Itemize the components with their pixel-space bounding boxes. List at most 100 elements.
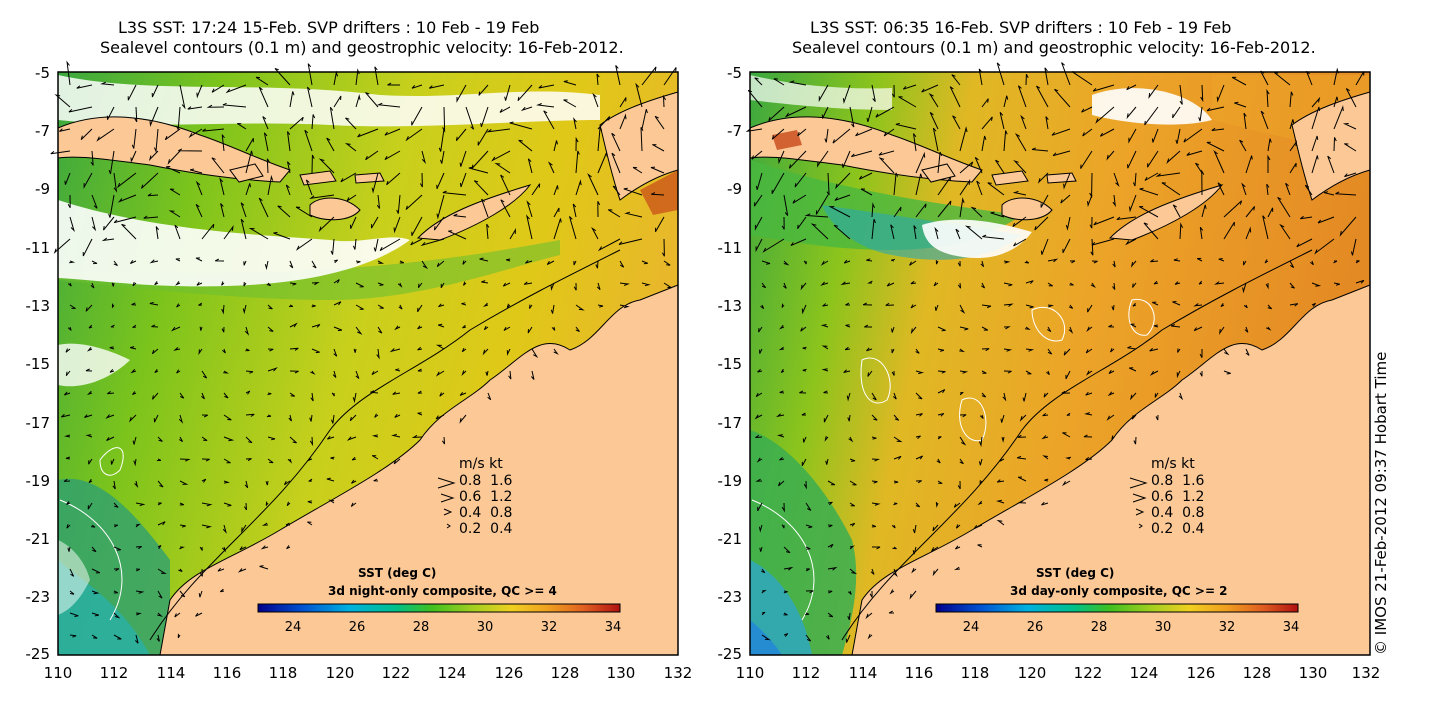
velocity-vector (289, 436, 297, 444)
velocity-vector (865, 612, 873, 620)
velocity-vector (156, 634, 160, 642)
velocity-vector (153, 128, 159, 154)
velocity-vector (1199, 226, 1204, 240)
velocity-vector (1063, 348, 1071, 356)
velocity-vector (878, 157, 895, 174)
velocity-vector (131, 128, 137, 149)
velocity-vector (330, 456, 335, 460)
panel-title-line1: L3S SST: 06:35 16-Feb. SVP drifters : 10… (810, 18, 1232, 37)
velocity-vector (1047, 326, 1052, 333)
velocity-vector (932, 524, 939, 532)
velocity-vector (1017, 500, 1027, 504)
velocity-vector (1012, 216, 1027, 228)
velocity-vector (199, 568, 203, 577)
velocity-vector (815, 194, 829, 215)
velocity-vector (755, 172, 763, 190)
velocity-vector (915, 370, 925, 375)
velocity-vector (805, 546, 811, 550)
velocity-vector (1217, 182, 1225, 196)
velocity-vector (69, 634, 77, 638)
velocity-vector (221, 304, 225, 315)
velocity-vector (1193, 303, 1203, 307)
velocity-legend-header: m/s kt (459, 456, 503, 472)
velocity-vector (1175, 128, 1181, 144)
velocity-vector (1036, 85, 1049, 108)
velocity-vector (195, 204, 203, 218)
velocity-vector (820, 324, 829, 328)
velocity-vector (127, 84, 137, 101)
velocity-vector (318, 158, 335, 174)
velocity-vector (438, 303, 445, 308)
velocity-vector (1311, 282, 1322, 287)
velocity-vector (805, 590, 814, 594)
velocity-vector (1112, 194, 1116, 208)
velocity-vector (1069, 260, 1076, 264)
velocity-vector (996, 479, 1005, 483)
velocity-vector (1179, 222, 1184, 240)
velocity-vector (761, 611, 766, 616)
panel-title-line2: Sealevel contours (0.1 m) and geostrophi… (100, 38, 624, 57)
velocity-vector (915, 392, 923, 400)
velocity-vector (550, 304, 555, 314)
velocity-vector (1087, 304, 1093, 313)
velocity-vector (135, 546, 142, 550)
velocity-vector (869, 590, 873, 598)
velocity-vector (1108, 369, 1115, 374)
velocity-vector (76, 84, 93, 89)
velocity-vector (371, 370, 379, 376)
velocity-vector (289, 322, 298, 328)
velocity-vector (113, 172, 118, 193)
velocity-vector (823, 390, 829, 394)
velocity-vector (1089, 216, 1093, 229)
sst-map-left (50, 60, 679, 656)
velocity-vector (844, 346, 851, 351)
velocity-vector (1043, 392, 1049, 398)
velocity-vector (1333, 96, 1339, 108)
velocity-vector (135, 590, 145, 594)
velocity-vector (949, 86, 961, 108)
velocity-vector (820, 281, 829, 286)
velocity-vector (353, 348, 357, 353)
velocity-vector (1127, 150, 1137, 169)
velocity-vector (167, 150, 181, 165)
velocity-vector (1017, 434, 1027, 438)
velocity-vector (529, 304, 533, 309)
velocity-vector (308, 478, 313, 482)
velocity-vector (575, 136, 579, 152)
velocity-vector (1128, 128, 1137, 144)
velocity-vector (890, 224, 895, 240)
velocity-vector (987, 182, 1005, 196)
velocity-vector (996, 62, 1005, 86)
velocity-vector (84, 414, 93, 418)
y-tick-label: -5 (35, 64, 50, 82)
velocity-vector (783, 612, 788, 616)
colorbar-subtitle: 3d day-only composite, QC >= 2 (1010, 584, 1228, 598)
velocity-vector (311, 348, 320, 354)
velocity-vector (1342, 123, 1357, 130)
velocity-vector (483, 325, 489, 331)
velocity-vector (1065, 216, 1071, 231)
velocity-vector (178, 148, 203, 152)
velocity-vector (935, 260, 939, 265)
velocity-vector (1201, 204, 1207, 218)
velocity-vector (174, 224, 181, 240)
velocity-vector (286, 501, 291, 506)
velocity-vector (132, 324, 137, 328)
velocity-vector (525, 214, 533, 240)
velocity-vector (843, 259, 851, 264)
velocity-vector (641, 66, 657, 86)
velocity-vector (1289, 140, 1297, 152)
velocity-vector (915, 435, 921, 439)
velocity-vector (976, 180, 983, 196)
velocity-vector (1017, 85, 1027, 108)
velocity-vector (937, 389, 946, 394)
velocity-vector (930, 546, 939, 553)
velocity-vector (217, 567, 225, 572)
velocity-vector (1323, 191, 1335, 196)
velocity-vector (1218, 258, 1225, 262)
velocity-vector (937, 151, 943, 174)
velocity-vector (1335, 191, 1357, 196)
velocity-vector (370, 390, 379, 394)
velocity-vector (307, 86, 313, 108)
x-tick-label: 132 (1351, 664, 1381, 682)
